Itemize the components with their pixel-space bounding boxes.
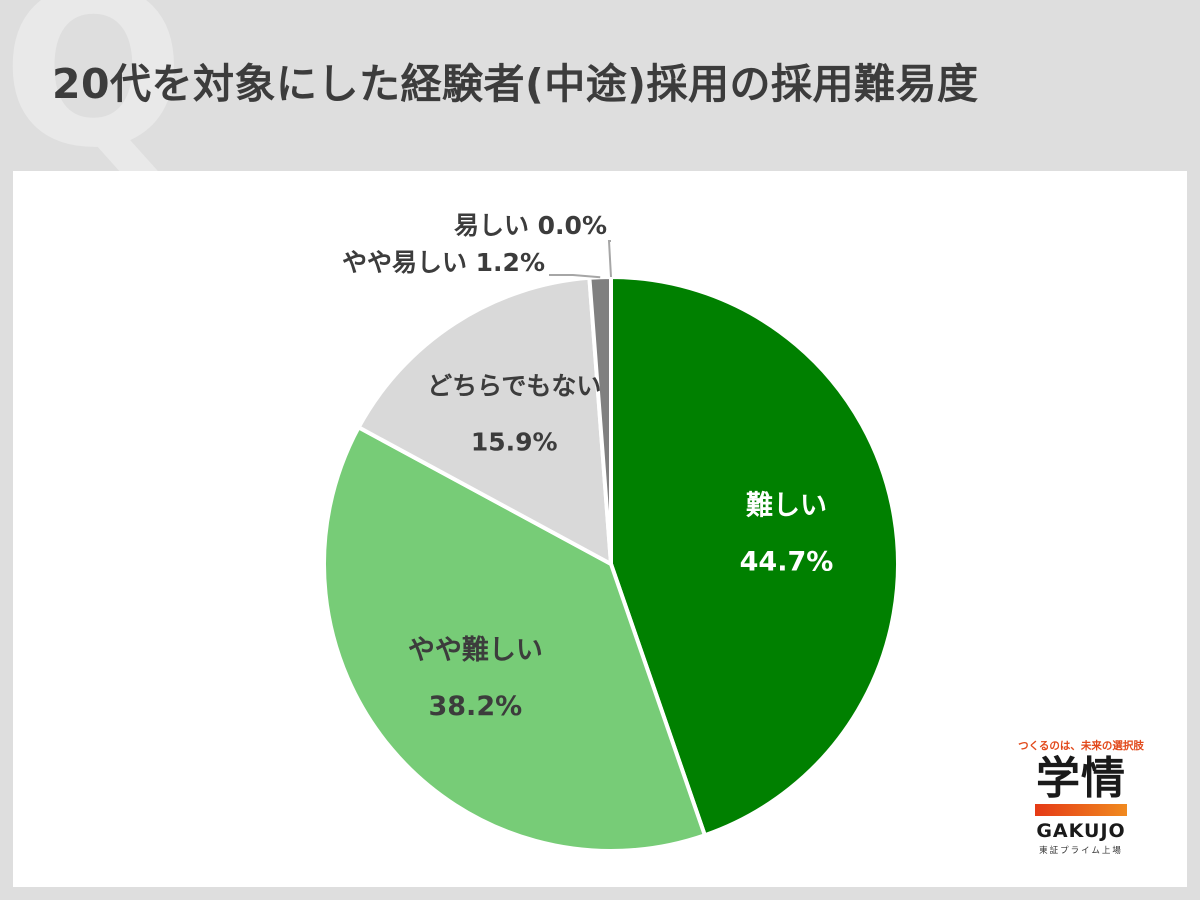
logo-name-en: GAKUJO [1036,820,1126,842]
logo-mark: 学情 [1036,753,1126,804]
chart-card: 難しい 44.7% やや難しい 38.2% どちらでもない 15.9% やや易しい 1.2%… [13,171,1187,887]
logo-tagline: つくるのは、未来の選択肢 [1018,740,1144,752]
logo-listing: 東証プライム上場 [1039,846,1123,856]
pie-slice-2 [355,275,614,568]
slice-value-2: 15.9% [471,428,558,457]
slice-value-1: 38.2% [428,691,522,722]
pie-slice-1 [322,424,708,853]
gakujo-logo: つくるのは、未来の選択肢 学情 GAKUJO 東証プライム上場 [1010,738,1152,856]
slice-label-2: どちらでもない [427,372,601,401]
slice-label-0: 難しい [746,491,827,522]
logo-bar [1035,804,1127,816]
slice-value-0: 44.7% [740,547,834,578]
page-title: 20代を対象にした経験者(中途)採用の採用難易度 [52,60,979,108]
slice-label-1: やや難しい [408,635,543,666]
slice-outside-label-3: やや易しい 1.2% [342,248,545,277]
pie-slice-0 [609,274,900,838]
leader-line-4 [607,240,612,278]
slice-outside-label-4: 易しい 0.0% [454,211,607,240]
pie-chart: 難しい 44.7% やや難しい 38.2% どちらでもない 15.9% やや易しい 1.2%… [322,211,900,853]
leader-line-3 [549,274,601,279]
q-watermark: Q [2,0,185,195]
